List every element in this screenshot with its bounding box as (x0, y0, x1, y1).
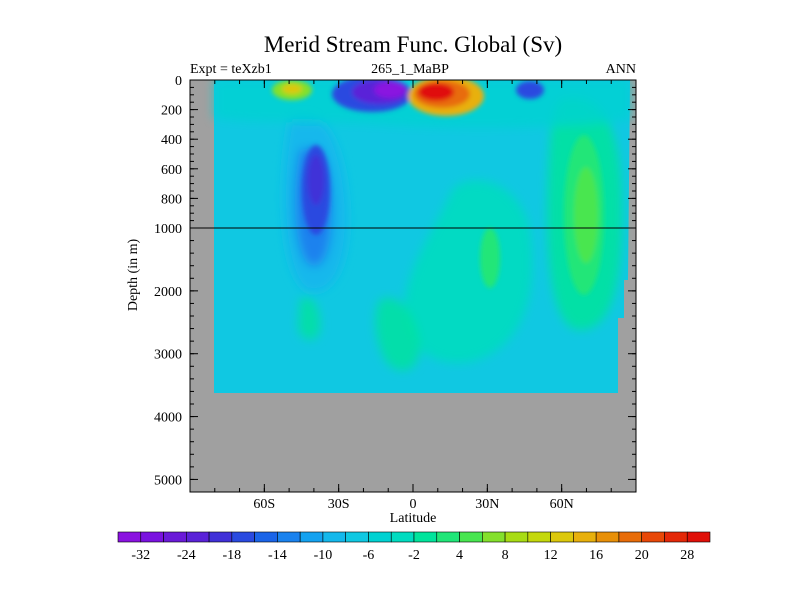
colorbar-label: -32 (131, 548, 150, 563)
field-green-equator (375, 298, 420, 371)
y-axis-label: Depth (in m) (126, 239, 141, 312)
colorbar-label: -6 (363, 548, 375, 563)
colorbar-swatch (482, 531, 506, 543)
colorbar-swatch (436, 531, 460, 543)
colorbar-swatch (459, 531, 483, 543)
colorbar-label: 16 (589, 548, 603, 563)
subtitle-season: ANN (606, 62, 636, 77)
colorbar-swatch (368, 531, 392, 543)
y-tick-label: 1000 (154, 222, 182, 237)
colorbar-swatch (550, 531, 574, 543)
y-tick-label: 600 (161, 163, 182, 178)
cell-north-deep-inner (574, 167, 598, 263)
x-tick-label: 30N (475, 497, 499, 512)
cell-north-secondary (480, 228, 500, 288)
colorbar-swatch (186, 531, 210, 543)
subtitle-period: 265_1_MaBP (371, 62, 449, 77)
subtitle-experiment: Expt = teXzb1 (190, 62, 272, 77)
colorbar-swatch (413, 531, 438, 543)
colorbar-label: 20 (635, 548, 649, 563)
colorbar-label: -2 (408, 548, 420, 563)
stream-function-cells (272, 80, 604, 295)
colorbar-swatch (504, 531, 529, 543)
colorbar-swatch (664, 531, 688, 543)
colorbar-label: -10 (314, 548, 333, 563)
colorbar-swatch (527, 531, 551, 543)
colorbar-swatch (618, 531, 642, 543)
colorbar-label: -24 (177, 548, 196, 563)
colorbar-swatch (322, 531, 346, 543)
x-axis: 60S 30S 0 30N 60N (189, 80, 637, 512)
cell-south-deep-inner (308, 155, 324, 205)
colorbar-label: -18 (223, 548, 242, 563)
colorbar-swatch (231, 531, 255, 543)
colorbar-label: 4 (456, 548, 463, 563)
cell-north-subtropical (516, 81, 544, 99)
colorbar-swatch (140, 531, 164, 543)
colorbar-label: -14 (268, 548, 287, 563)
x-tick-label: 30S (328, 497, 350, 512)
y-tick-label: 3000 (154, 348, 182, 363)
colorbar: -32 -24 -18 -14 -10 -6 -2 4 8 12 16 20 28 (117, 531, 711, 563)
cell-south-surface-positive-inner (282, 84, 302, 94)
cell-north-surface-core (418, 83, 454, 101)
y-tick-label: 2000 (154, 285, 182, 300)
colorbar-swatch (117, 531, 142, 543)
colorbar-swatch (390, 531, 415, 543)
colorbar-label: 28 (680, 548, 694, 563)
colorbar-swatch (345, 531, 369, 543)
x-axis-label: Latitude (390, 511, 437, 526)
chart-title: Merid Stream Func. Global (Sv) (264, 32, 562, 57)
plot-area (189, 79, 637, 493)
field-green-south-deep (298, 297, 321, 340)
y-tick-label: 0 (175, 74, 182, 89)
colorbar-swatch (641, 531, 665, 543)
colorbar-label: 12 (544, 548, 558, 563)
field-green-central (404, 180, 533, 364)
y-tick-label: 400 (161, 133, 182, 148)
x-tick-label: 0 (410, 497, 417, 512)
y-tick-label: 4000 (154, 411, 182, 426)
y-tick-label: 5000 (154, 473, 182, 488)
colorbar-swatch (277, 531, 301, 543)
y-tick-label: 200 (161, 104, 182, 119)
colorbar-label: 8 (502, 548, 509, 563)
colorbar-swatch (254, 531, 278, 543)
colorbar-swatch (595, 531, 620, 543)
colorbar-swatch (686, 531, 711, 543)
y-axis: 0 200 400 600 800 1000 2000 3000 4000 5000 (154, 74, 636, 493)
x-tick-label: 60N (550, 497, 574, 512)
colorbar-swatch (163, 531, 187, 543)
colorbar-swatch (299, 531, 324, 543)
colorbar-swatch (208, 531, 233, 543)
y-tick-label: 800 (161, 192, 182, 207)
cell-south-surface-core (374, 82, 406, 98)
x-tick-label: 60S (253, 497, 275, 512)
colorbar-swatch (573, 531, 597, 543)
